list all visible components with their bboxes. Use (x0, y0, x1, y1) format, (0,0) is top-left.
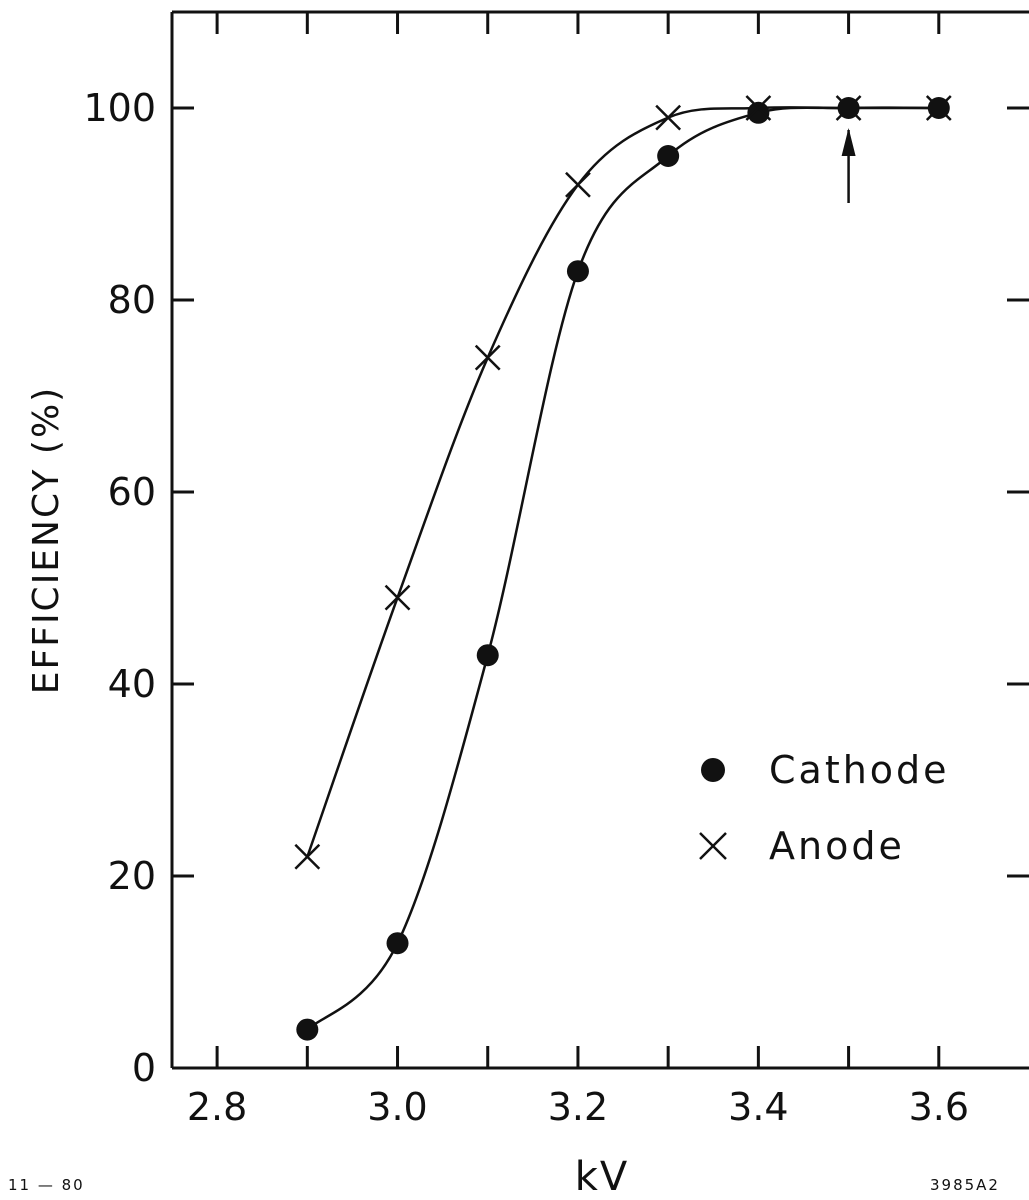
anode-point (566, 173, 590, 197)
anode-point (476, 346, 500, 370)
plot-frame (172, 12, 1029, 1068)
y-tick-label: 40 (108, 662, 156, 706)
legend: Cathode Anode (700, 748, 950, 868)
cathode-curve (307, 108, 938, 1030)
arrow-head (842, 128, 856, 156)
anode-point (295, 845, 319, 869)
up-arrow-annotation (842, 128, 856, 203)
anode-curve (307, 107, 938, 857)
footer-left-note: 11 — 80 (8, 1176, 85, 1194)
cathode-point (477, 644, 499, 666)
legend-label-anode: Anode (769, 824, 905, 868)
annotations (842, 128, 856, 203)
x-tick-label: 3.2 (548, 1085, 608, 1129)
cathode-point (747, 102, 769, 124)
cathode-point (567, 260, 589, 282)
y-tick-label: 0 (132, 1046, 156, 1090)
y-tick-label: 60 (108, 470, 156, 514)
cathode-point (296, 1019, 318, 1041)
y-tick-label: 80 (108, 278, 156, 322)
data-points (295, 96, 950, 1041)
y-axis-label: EFFICIENCY (%) (26, 386, 67, 694)
anode-point (386, 586, 410, 610)
x-axis-label: kV (575, 1154, 630, 1200)
cathode-point (657, 145, 679, 167)
anode-point (656, 106, 680, 130)
legend-label-cathode: Cathode (769, 748, 950, 792)
axis-ticks (172, 12, 1029, 1068)
axis-tick-labels: 2.8 3.0 3.2 3.4 3.6 0 20 40 60 80 100 (83, 86, 969, 1129)
x-tick-label: 3.4 (728, 1085, 788, 1129)
cathode-point (387, 932, 409, 954)
x-tick-label: 3.0 (367, 1085, 427, 1129)
y-tick-label: 20 (108, 854, 156, 898)
y-tick-label: 100 (83, 86, 156, 130)
x-tick-label: 3.6 (909, 1085, 969, 1129)
footer-right-note: 3985A2 (930, 1176, 1000, 1194)
legend-marker-cathode (701, 758, 725, 782)
x-tick-label: 2.8 (187, 1085, 247, 1129)
fitted-curves (307, 107, 938, 1029)
legend-marker-anode (700, 833, 726, 859)
